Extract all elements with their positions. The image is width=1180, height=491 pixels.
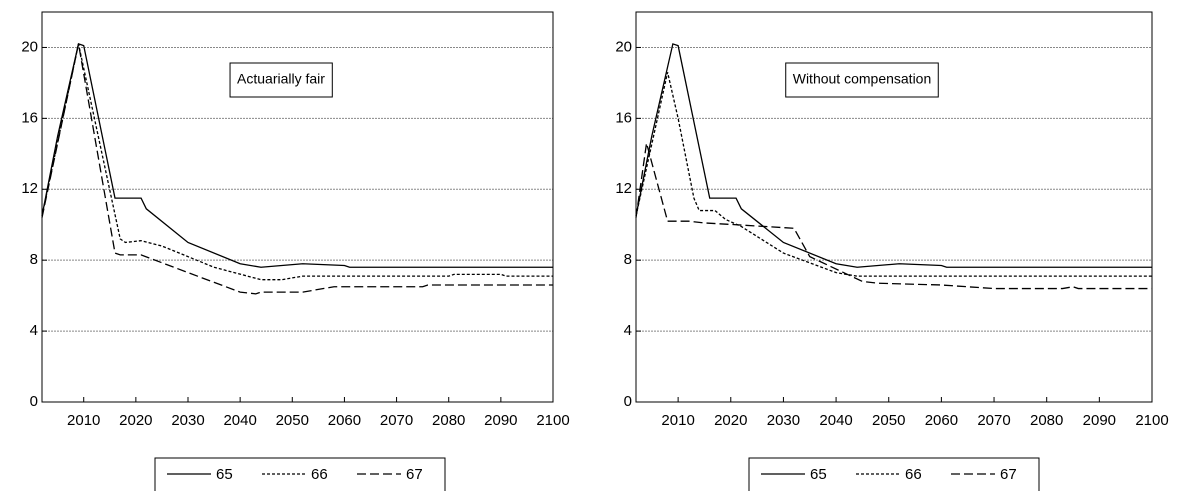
x-tick-label: 2030 [767,412,800,429]
annotation-box [229,62,333,98]
legend-label: 66 [311,466,328,483]
x-tick-label: 2080 [432,412,465,429]
series-line [635,43,1152,268]
x-tick-label: 2040 [223,412,256,429]
x-tick-label: 2090 [484,412,517,429]
x-tick-label: 2010 [67,412,100,429]
x-tick-label: 2020 [714,412,747,429]
annotation-box [785,62,939,98]
series-line [41,43,553,295]
x-tick-label: 2050 [872,412,905,429]
legend-label: 65 [810,466,827,483]
x-tick-label: 2070 [977,412,1010,429]
y-tick-label: 4 [624,322,632,339]
x-tick-label: 2090 [1083,412,1116,429]
legend-box [154,457,446,491]
x-tick-label: 2100 [536,412,569,429]
plot-frame [635,11,1153,403]
y-tick-label: 16 [21,109,38,126]
legend-box [748,457,1040,491]
x-tick-label: 2030 [171,412,204,429]
x-tick-label: 2020 [119,412,152,429]
legend-label: 67 [406,466,423,483]
annotation: Actuarially fair [237,71,325,87]
x-tick-label: 2080 [1030,412,1063,429]
x-tick-label: 2010 [661,412,694,429]
x-tick-label: 2050 [276,412,309,429]
x-tick-label: 2100 [1135,412,1168,429]
y-tick-label: 20 [21,38,38,55]
series-line [635,143,1152,290]
series-line [635,72,1152,277]
legend-label: 65 [216,466,233,483]
y-tick-label: 20 [615,38,632,55]
y-tick-label: 0 [624,393,632,410]
y-tick-label: 12 [615,180,632,197]
y-tick-label: 16 [615,109,632,126]
y-tick-label: 8 [30,251,38,268]
y-tick-label: 4 [30,322,38,339]
x-tick-label: 2060 [328,412,361,429]
series-line [41,43,553,281]
legend-label: 66 [905,466,922,483]
plot-frame [41,11,554,403]
legend-label: 67 [1000,466,1017,483]
series-line [41,43,553,268]
x-tick-label: 2070 [380,412,413,429]
y-tick-label: 12 [21,180,38,197]
x-tick-label: 2060 [925,412,958,429]
x-tick-label: 2040 [819,412,852,429]
annotation: Without compensation [793,71,932,87]
y-tick-label: 0 [30,393,38,410]
y-tick-label: 8 [624,251,632,268]
